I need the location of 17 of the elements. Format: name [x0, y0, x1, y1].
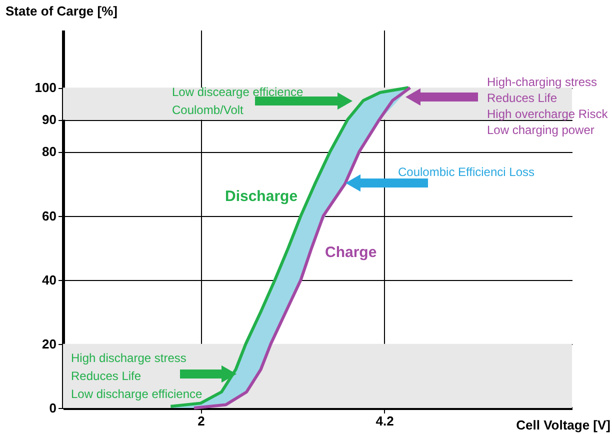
y-tick-label: 60	[42, 208, 56, 224]
x-tick-label: 2	[198, 414, 205, 428]
series-label: Discharge	[225, 188, 298, 205]
series-label: Charge	[325, 244, 377, 261]
y-tick-label: 90	[42, 112, 56, 128]
annotation: Coulombic Efficienci Loss	[398, 165, 535, 179]
x-axis-title: Cell Voltage [V]	[516, 418, 610, 432]
y-tick-label: 80	[42, 144, 56, 160]
annotation: High discharge stress Reduces Life Low discharge efficience	[71, 351, 203, 401]
annotation: High-charging stress Reduces Life High overcharge Risck Low charging power	[487, 75, 609, 137]
y-tick-label: 100	[34, 80, 56, 96]
annotation: Low discearge efficience Coulomb/Volt	[172, 85, 304, 117]
y-axis-title: State of Carge [%]	[6, 4, 118, 18]
x-tick-label: 4.2	[376, 414, 394, 428]
y-tick-label: 20	[42, 336, 56, 352]
y-tick-label: 40	[42, 272, 56, 288]
y-tick-label: 0	[49, 400, 56, 416]
